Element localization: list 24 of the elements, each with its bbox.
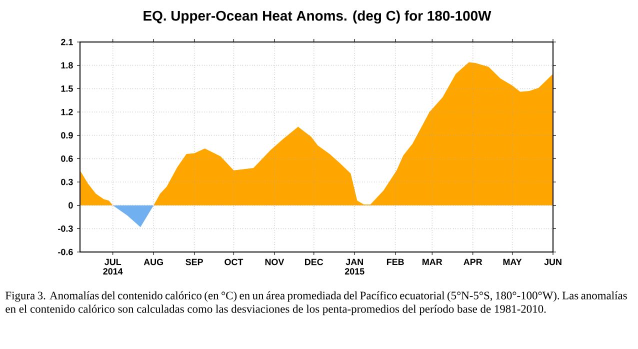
- chart-title: EQ. Upper-Ocean Heat Anoms. (deg C) for 180-100W: [144, 10, 492, 24]
- x-tick-label: JUN: [544, 258, 562, 266]
- y-tick-label: 0.6: [61, 155, 73, 162]
- y-tick-label: -0.3: [58, 225, 73, 232]
- x-tick-label: JUL 2014: [103, 258, 123, 275]
- y-tick-label: 1.8: [61, 62, 73, 69]
- x-tick-label: NOV: [265, 258, 284, 266]
- x-tick-label: MAR: [422, 258, 442, 265]
- y-tick-label: 2.1: [61, 38, 73, 46]
- y-tick-label: 1.2: [61, 108, 73, 116]
- y-tick-label: 1.5: [61, 86, 73, 92]
- x-tick-label: JAN 2015: [344, 258, 364, 275]
- y-tick-label: 0.3: [61, 178, 73, 186]
- y-tick-label: 0: [68, 202, 73, 209]
- x-tick-label: AUG: [144, 258, 163, 266]
- x-tick-label: OCT: [224, 258, 244, 266]
- text: Figura 3. Anomalías del contenido calórico (en °C) en un área promediada del Pacífico ecuatorial (5°N-5°S, 180°-100°W). Las anomalías en el contenido calórico son calculadas como las desviaciones de los penta-promedios del período base de 1981-2010.: [6, 291, 627, 316]
- x-tick-label: APR: [464, 258, 482, 265]
- x-tick-label: FEB: [386, 258, 404, 265]
- x-tick-label: MAY: [503, 258, 522, 265]
- y-tick-label: 0.9: [61, 132, 73, 139]
- y-tick-label: -0.6: [58, 248, 73, 256]
- x-tick-label: SEP: [186, 258, 203, 266]
- x-tick-label: DEC: [305, 258, 324, 266]
